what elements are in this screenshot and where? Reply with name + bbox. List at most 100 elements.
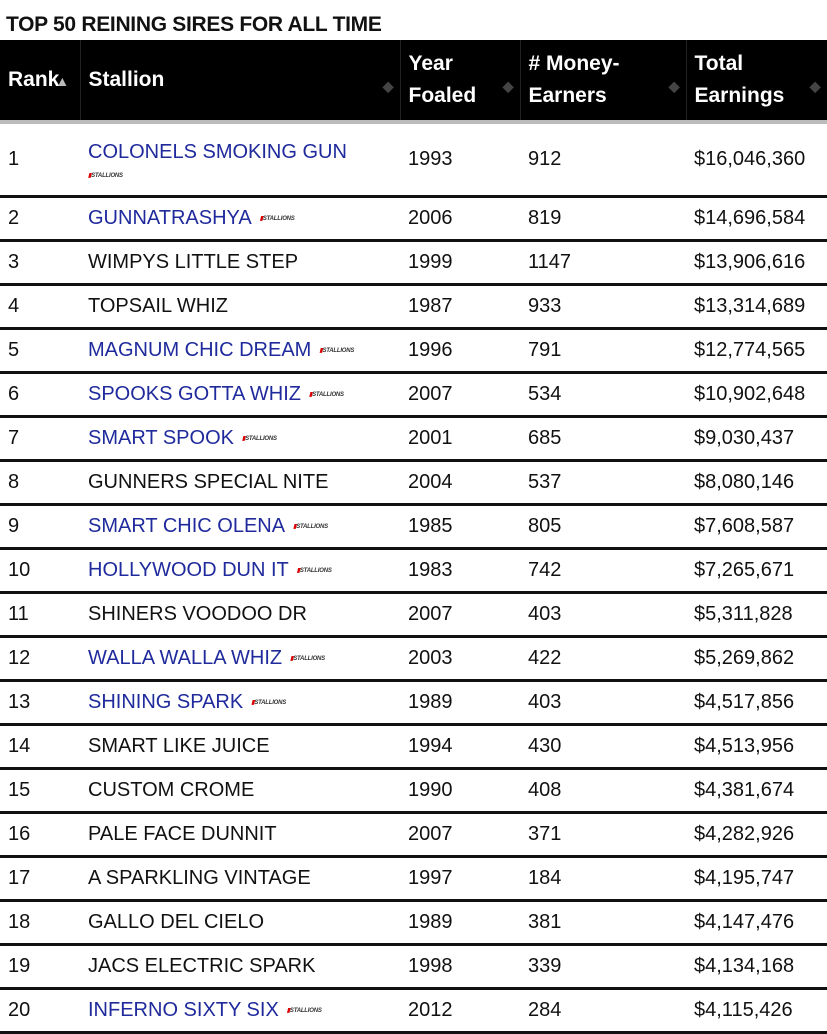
table-row: 4 TOPSAIL WHIZ 1987 933 $13,314,689 bbox=[0, 284, 827, 330]
stallion-cell: JACS ELECTRIC SPARK bbox=[80, 944, 400, 990]
stallion-cell: SMART CHIC OLENA ▮STALLIONS bbox=[80, 504, 400, 550]
table-row: 10 HOLLYWOOD DUN IT ▮STALLIONS 1983 742 $… bbox=[0, 548, 827, 594]
earners-cell: 742 bbox=[520, 548, 686, 594]
stallions-badge-logo: ▮STALLIONS bbox=[293, 524, 328, 531]
total-cell: $5,269,862 bbox=[686, 636, 827, 682]
stallions-badge-logo: ▮STALLIONS bbox=[88, 172, 123, 179]
stallion-link[interactable]: SHINING SPARK bbox=[88, 691, 244, 713]
table-row: 9 SMART CHIC OLENA ▮STALLIONS 1985 805 $7… bbox=[0, 504, 827, 550]
earners-cell: 184 bbox=[520, 856, 686, 902]
rank-cell: 9 bbox=[0, 504, 80, 550]
table-row: 3 WIMPYS LITTLE STEP 1999 1147 $13,906,6… bbox=[0, 240, 827, 286]
column-header-total-earnings[interactable]: Total Earnings ◆ bbox=[686, 40, 827, 122]
stallion-cell: MAGNUM CHIC DREAM ▮STALLIONS bbox=[80, 328, 400, 374]
total-cell: $7,608,587 bbox=[686, 504, 827, 550]
total-cell: $7,265,671 bbox=[686, 548, 827, 594]
year-cell: 1994 bbox=[400, 724, 520, 770]
stallion-link[interactable]: HOLLYWOOD DUN IT bbox=[88, 559, 289, 581]
table-row: 15 CUSTOM CROME 1990 408 $4,381,674 bbox=[0, 768, 827, 814]
column-header-year-foaled[interactable]: Year Foaled ◆ bbox=[400, 40, 521, 122]
earners-cell: 534 bbox=[520, 372, 686, 418]
stallions-badge-logo: ▮STALLIONS bbox=[308, 392, 344, 399]
sort-icon: ◆ bbox=[502, 78, 514, 94]
stallion-cell: WALLA WALLA WHIZ ▮STALLIONS bbox=[80, 636, 400, 682]
earners-cell: 430 bbox=[520, 724, 686, 770]
total-cell: $4,517,856 bbox=[686, 680, 827, 726]
year-cell: 2006 bbox=[400, 196, 520, 242]
total-cell: $8,080,146 bbox=[686, 460, 827, 506]
total-cell: $16,046,360 bbox=[686, 120, 827, 198]
total-cell: $13,906,616 bbox=[686, 240, 827, 286]
stallion-name: A SPARKLING VINTAGE bbox=[88, 867, 311, 889]
year-cell: 1990 bbox=[400, 768, 520, 814]
stallion-name: GUNNERS SPECIAL NITE bbox=[88, 471, 329, 493]
year-cell: 2007 bbox=[400, 592, 520, 638]
stallion-link[interactable]: WALLA WALLA WHIZ bbox=[88, 647, 283, 669]
year-cell: 1983 bbox=[400, 548, 520, 594]
stallion-link[interactable]: GUNNATRASHYA bbox=[88, 207, 252, 229]
column-header-stallion[interactable]: Stallion ◆ bbox=[80, 40, 401, 122]
rank-cell: 16 bbox=[0, 812, 80, 858]
table-row: 1 COLONELS SMOKING GUN ▮STALLIONS 1993 91… bbox=[0, 120, 827, 198]
stallion-name: PALE FACE DUNNIT bbox=[88, 823, 277, 845]
stallion-cell: SMART LIKE JUICE bbox=[80, 724, 400, 770]
stallions-badge-logo: ▮STALLIONS bbox=[259, 216, 295, 223]
table-row: 14 SMART LIKE JUICE 1994 430 $4,513,956 bbox=[0, 724, 827, 770]
stallion-cell: PALE FACE DUNNIT bbox=[80, 812, 400, 858]
stallions-badge-logo: ▮STALLIONS bbox=[251, 700, 287, 707]
stallion-link[interactable]: SMART SPOOK bbox=[88, 427, 234, 449]
rank-cell: 4 bbox=[0, 284, 80, 330]
stallion-cell: SMART SPOOK ▮STALLIONS bbox=[80, 416, 400, 462]
stallion-link[interactable]: INFERNO SIXTY SIX bbox=[88, 999, 279, 1021]
year-cell: 1987 bbox=[400, 284, 520, 330]
table-row: 17 A SPARKLING VINTAGE 1997 184 $4,195,7… bbox=[0, 856, 827, 902]
table-row: 18 GALLO DEL CIELO 1989 381 $4,147,476 bbox=[0, 900, 827, 946]
rank-cell: 18 bbox=[0, 900, 80, 946]
stallion-link[interactable]: COLONELS SMOKING GUN bbox=[88, 140, 347, 163]
stallion-name: SMART LIKE JUICE bbox=[88, 735, 270, 757]
column-header-rank[interactable]: Rank▲ bbox=[0, 40, 81, 122]
table-row: 12 WALLA WALLA WHIZ ▮STALLIONS 2003 422 $… bbox=[0, 636, 827, 682]
rank-cell: 19 bbox=[0, 944, 80, 990]
stallion-name: JACS ELECTRIC SPARK bbox=[88, 955, 316, 977]
earners-cell: 819 bbox=[520, 196, 686, 242]
rank-cell: 10 bbox=[0, 548, 80, 594]
stallion-cell: SHINERS VOODOO DR bbox=[80, 592, 400, 638]
stallions-badge-logo: ▮STALLIONS bbox=[319, 348, 355, 355]
stallion-cell: A SPARKLING VINTAGE bbox=[80, 856, 400, 902]
earners-cell: 537 bbox=[520, 460, 686, 506]
earners-cell: 1147 bbox=[520, 240, 686, 286]
column-header-money-earners[interactable]: # Money- Earners ◆ bbox=[520, 40, 687, 122]
year-cell: 1989 bbox=[400, 680, 520, 726]
earners-cell: 403 bbox=[520, 680, 686, 726]
year-cell: 1989 bbox=[400, 900, 520, 946]
stallion-name: WIMPYS LITTLE STEP bbox=[88, 251, 299, 273]
earners-cell: 685 bbox=[520, 416, 686, 462]
sort-icon: ◆ bbox=[668, 78, 680, 94]
total-cell: $10,902,648 bbox=[686, 372, 827, 418]
year-cell: 1993 bbox=[400, 120, 520, 198]
stallion-link[interactable]: MAGNUM CHIC DREAM bbox=[88, 339, 312, 361]
year-cell: 1998 bbox=[400, 944, 520, 990]
stallion-link[interactable]: SPOOKS GOTTA WHIZ bbox=[88, 383, 301, 405]
year-cell: 1996 bbox=[400, 328, 520, 374]
table-row: 6 SPOOKS GOTTA WHIZ ▮STALLIONS 2007 534 $… bbox=[0, 372, 827, 418]
table-row: 13 SHINING SPARK ▮STALLIONS 1989 403 $4,5… bbox=[0, 680, 827, 726]
rank-cell: 7 bbox=[0, 416, 80, 462]
stallion-cell: COLONELS SMOKING GUN ▮STALLIONS bbox=[80, 120, 400, 198]
rank-cell: 2 bbox=[0, 196, 80, 242]
table-row: 5 MAGNUM CHIC DREAM ▮STALLIONS 1996 791 $… bbox=[0, 328, 827, 374]
sort-ascending-icon: ▲ bbox=[55, 72, 70, 89]
stallion-name: SHINERS VOODOO DR bbox=[88, 603, 307, 625]
stallion-link[interactable]: SMART CHIC OLENA bbox=[88, 515, 286, 537]
total-cell: $13,314,689 bbox=[686, 284, 827, 330]
total-cell: $14,696,584 bbox=[686, 196, 827, 242]
year-cell: 2007 bbox=[400, 812, 520, 858]
earners-cell: 422 bbox=[520, 636, 686, 682]
earners-cell: 403 bbox=[520, 592, 686, 638]
stallion-cell: GUNNERS SPECIAL NITE bbox=[80, 460, 400, 506]
table-row: 7 SMART SPOOK ▮STALLIONS 2001 685 $9,030,… bbox=[0, 416, 827, 462]
stallion-name: CUSTOM CROME bbox=[88, 779, 255, 801]
year-cell: 2001 bbox=[400, 416, 520, 462]
year-cell: 1999 bbox=[400, 240, 520, 286]
